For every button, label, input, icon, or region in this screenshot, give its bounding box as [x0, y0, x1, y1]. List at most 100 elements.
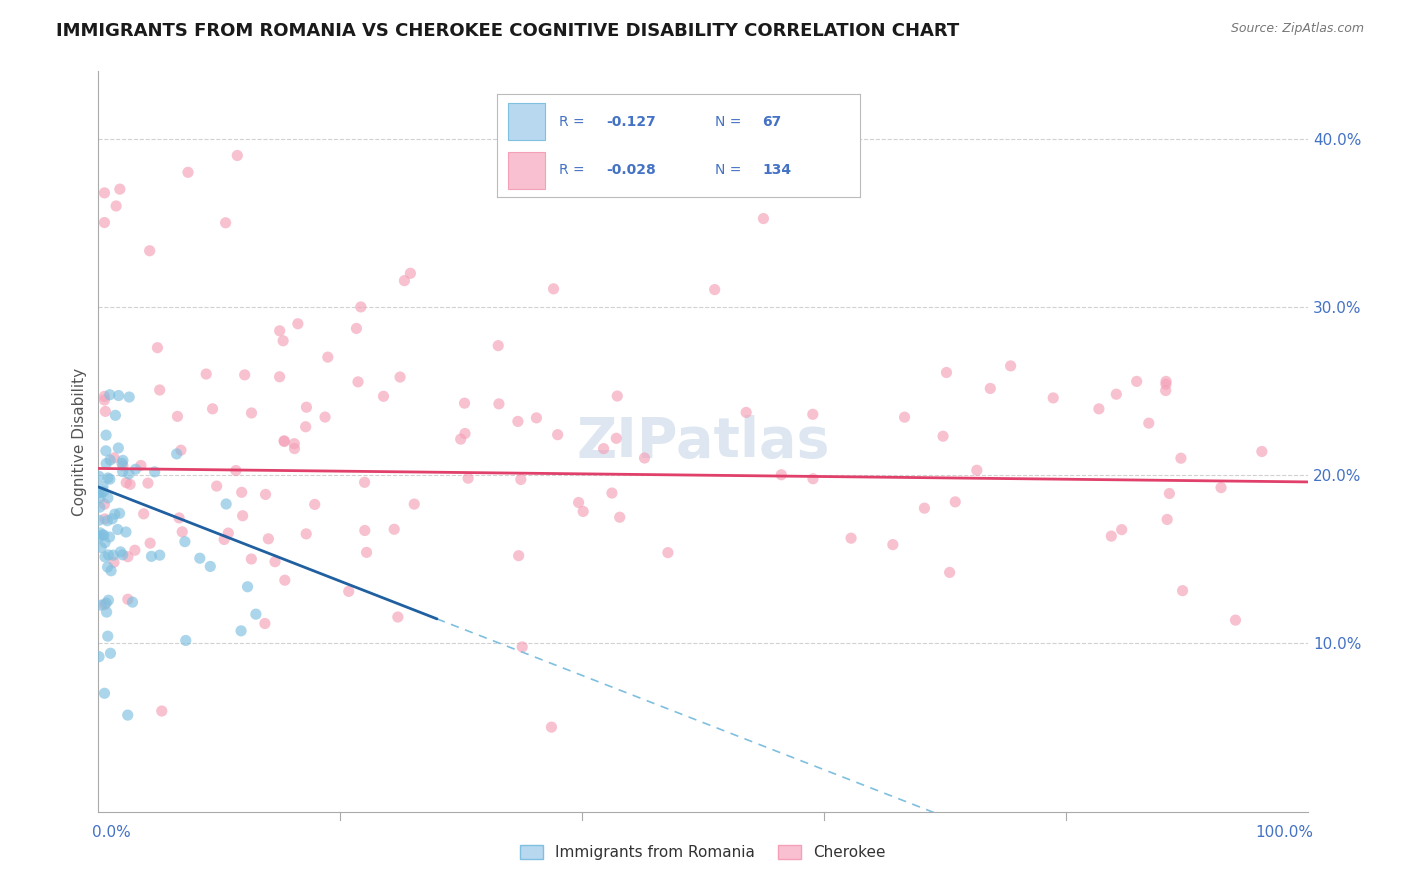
Point [839, 531, 862, 545]
Point [97, 560, 120, 574]
Text: ZIPatlas: ZIPatlas [576, 415, 830, 468]
Point [231, 485, 253, 500]
Point [1099, 529, 1122, 543]
Point [526, 410, 548, 425]
Point [450, 432, 472, 446]
Point [1154, 377, 1177, 392]
Point [283, 442, 305, 456]
Point [139, 536, 162, 550]
Point [457, 471, 479, 485]
Point [236, 580, 259, 594]
Point [124, 462, 146, 476]
Point [1088, 401, 1111, 416]
Point [633, 450, 655, 465]
Point [94, 428, 117, 442]
Point [350, 300, 373, 314]
Point [273, 434, 295, 448]
Point [394, 274, 416, 288]
Point [97, 548, 120, 562]
Point [510, 640, 533, 654]
Point [304, 497, 326, 511]
Point [1154, 375, 1177, 389]
Point [90, 541, 112, 555]
Point [373, 389, 395, 403]
Point [89, 491, 111, 505]
Point [94, 596, 117, 610]
Point [200, 559, 222, 574]
Point [287, 317, 309, 331]
Point [269, 324, 291, 338]
Point [399, 266, 422, 280]
Point [121, 595, 143, 609]
Point [1154, 384, 1177, 398]
Point [167, 511, 190, 525]
Point [273, 434, 295, 449]
Point [232, 508, 254, 523]
Point [486, 338, 509, 352]
Point [103, 450, 125, 465]
Point [97, 491, 120, 505]
Point [94, 404, 117, 418]
Point [1125, 375, 1147, 389]
Point [1105, 387, 1128, 401]
Point [117, 549, 139, 564]
Point [226, 148, 249, 162]
Point [240, 406, 263, 420]
Point [389, 370, 412, 384]
Point [104, 409, 127, 423]
Point [572, 504, 595, 518]
Point [107, 388, 129, 402]
Point [943, 495, 966, 509]
Point [124, 543, 146, 558]
Point [177, 165, 200, 179]
Point [110, 545, 132, 559]
Point [91, 528, 114, 542]
Point [269, 369, 291, 384]
Point [93, 686, 115, 700]
Point [97, 629, 120, 643]
Point [115, 524, 138, 539]
Point [225, 464, 247, 478]
Point [606, 389, 628, 403]
Point [295, 527, 318, 541]
Point [353, 524, 375, 538]
Point [117, 708, 139, 723]
Point [98, 472, 121, 486]
Point [229, 624, 252, 638]
Point [979, 381, 1001, 395]
Point [735, 405, 758, 419]
Point [149, 548, 172, 562]
Point [932, 429, 955, 443]
Point [212, 533, 235, 547]
Point [217, 526, 239, 541]
Point [1250, 444, 1272, 458]
Point [254, 487, 277, 501]
Point [205, 479, 228, 493]
Point [91, 479, 114, 493]
Point [316, 350, 339, 364]
Point [98, 530, 121, 544]
Point [387, 610, 409, 624]
Point [111, 456, 134, 470]
Point [87, 513, 110, 527]
Point [111, 453, 134, 467]
Point [543, 282, 565, 296]
Point [382, 522, 405, 536]
Point [170, 443, 193, 458]
Point [882, 538, 904, 552]
Point [347, 375, 370, 389]
Point [257, 532, 280, 546]
Point [166, 409, 188, 424]
Point [150, 704, 173, 718]
Point [657, 546, 679, 560]
Point [94, 549, 117, 564]
Point [87, 469, 110, 483]
Point [107, 523, 129, 537]
Point [264, 555, 287, 569]
Point [240, 552, 263, 566]
Point [592, 442, 614, 456]
Point [94, 535, 117, 549]
Point [100, 564, 122, 578]
Point [120, 477, 142, 491]
Point [138, 244, 160, 258]
